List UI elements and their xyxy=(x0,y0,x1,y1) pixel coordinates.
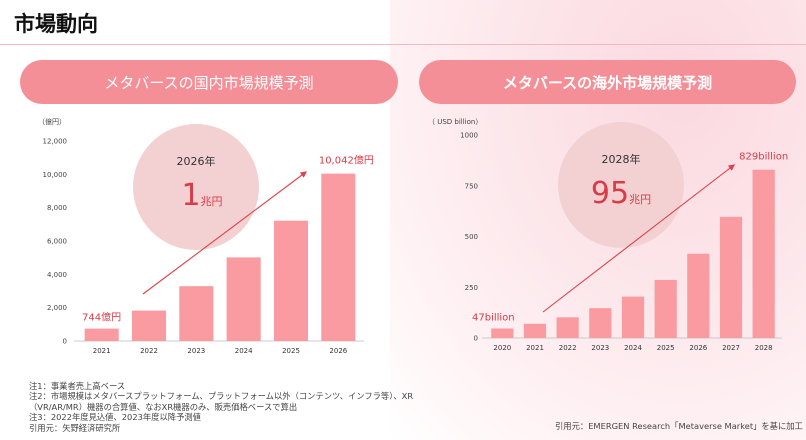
x-tick-label: 2027 xyxy=(722,344,740,352)
y-tick-label: 0 xyxy=(63,338,67,346)
bar xyxy=(621,296,645,338)
last-value-label: 829billion xyxy=(739,152,788,163)
bar xyxy=(654,279,677,338)
x-tick-label: 2021 xyxy=(526,344,544,352)
x-tick-label: 2028 xyxy=(755,344,773,352)
highlight-year: 2028年 xyxy=(602,152,641,166)
footnote-source: 引用元：矢野経済研究所 xyxy=(29,422,121,433)
right-source-note: 引用元：EMERGEN Research「Metaverse Market」を基… xyxy=(555,421,803,431)
bar xyxy=(131,310,167,341)
y-tick-label: 2,000 xyxy=(47,304,67,312)
bar xyxy=(719,216,743,338)
x-tick-label: 2024 xyxy=(235,347,253,355)
unit-label: （億円） xyxy=(38,117,66,126)
unit-label: （ USD billion） xyxy=(428,118,482,126)
highlight-unit: 兆円 xyxy=(201,195,223,208)
footnote-2: 注2：市場規模はメタバースプラットフォーム、プラットフォーム以外（コンテンツ、イ… xyxy=(29,391,414,402)
highlight-circle xyxy=(133,124,259,250)
highlight-number: 1 xyxy=(181,178,200,213)
highlight-value: 1兆円 xyxy=(181,178,222,213)
bar xyxy=(752,169,775,338)
highlight-unit: 兆円 xyxy=(629,193,651,206)
x-tick-label: 2025 xyxy=(282,347,300,355)
x-tick-label: 2022 xyxy=(559,344,577,352)
highlight-year: 2026年 xyxy=(177,154,216,168)
y-tick-label: 1000 xyxy=(460,132,478,140)
x-tick-label: 2025 xyxy=(657,344,675,352)
footnotes: 注1：事業者売上高ベース 注2：市場規模はメタバースプラットフォーム、プラットフ… xyxy=(29,381,413,433)
y-tick-label: 8,000 xyxy=(47,204,67,212)
x-tick-label: 2023 xyxy=(591,344,609,352)
highlight-circle xyxy=(558,122,684,248)
first-value-label: 744億円 xyxy=(82,311,121,324)
y-tick-label: 12,000 xyxy=(43,138,68,146)
x-tick-label: 2021 xyxy=(93,347,111,355)
y-tick-label: 10,000 xyxy=(43,171,68,179)
footnote-2-cont: （VR/AR/MR）機器の合算値、なおXR機器のみ、販売価格ベースで算出 xyxy=(29,401,298,412)
bar xyxy=(556,317,579,338)
bar xyxy=(226,257,261,341)
growth-arrow xyxy=(142,171,308,295)
domestic-market-chart: （億円） 0 2,000 4,000 6,000 8,000 10,000 12,000 202… xyxy=(38,117,374,355)
highlight-value: 95兆円 xyxy=(591,176,651,211)
right-chart-title: メタバースの海外市場規模予測 xyxy=(419,60,796,104)
y-tick-label: 6,000 xyxy=(47,238,67,246)
page-title: 市場動向 xyxy=(14,12,98,36)
x-tick-label: 2026 xyxy=(329,347,347,355)
bar xyxy=(321,173,356,341)
footnote-3: 注3：2022年度見込値、2023年度以降予測値 xyxy=(29,412,201,423)
x-tick-label: 2024 xyxy=(624,344,642,352)
bar xyxy=(179,286,214,341)
y-tick-label: 250 xyxy=(465,284,478,292)
first-value-label: 47billion xyxy=(472,312,515,323)
bar xyxy=(687,253,710,338)
x-tick-label: 2020 xyxy=(493,344,511,352)
bar xyxy=(273,220,309,341)
y-tick-label: 750 xyxy=(465,182,478,190)
last-value-label: 10,042億円 xyxy=(319,154,374,167)
footnote-1: 注1：事業者売上高ベース xyxy=(29,381,126,391)
bar xyxy=(491,328,514,338)
bar xyxy=(523,323,547,338)
bar xyxy=(589,308,612,338)
highlight-number: 95 xyxy=(591,176,629,211)
bar xyxy=(84,328,119,341)
overseas-market-chart: （ USD billion） 0 250 500 750 1000 2020 2021 2022… xyxy=(428,118,788,352)
header-divider xyxy=(0,44,806,45)
y-tick-label: 0 xyxy=(474,335,478,343)
x-tick-label: 2026 xyxy=(689,344,707,352)
y-tick-label: 4,000 xyxy=(47,271,67,279)
x-tick-label: 2023 xyxy=(187,347,205,355)
left-chart-title: メタバースの国内市場規模予測 xyxy=(20,60,398,104)
x-tick-label: 2022 xyxy=(140,347,158,355)
growth-arrow xyxy=(542,164,736,313)
y-tick-label: 500 xyxy=(465,233,478,241)
